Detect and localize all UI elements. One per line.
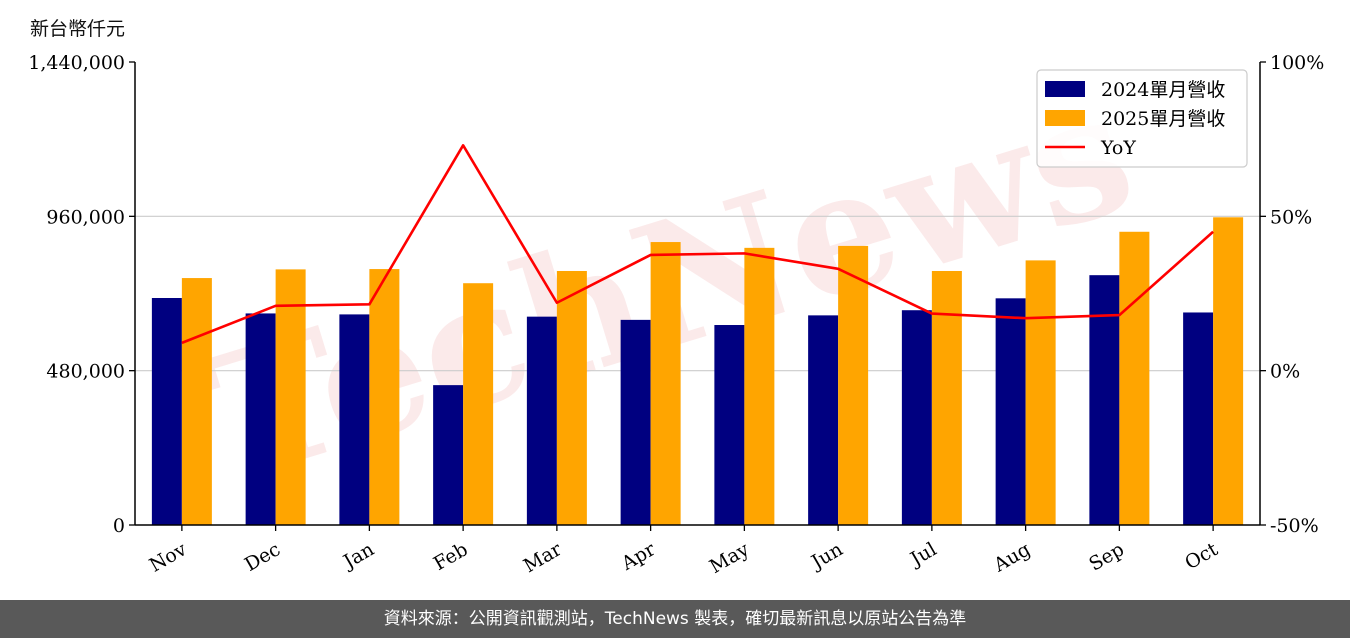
bar-2024-may <box>714 325 745 525</box>
x-tick-label: Jan <box>338 538 378 574</box>
bar-2025-feb <box>463 283 494 525</box>
bar-2024-nov <box>151 298 182 525</box>
bar-2024-apr <box>620 319 651 525</box>
y2-tick-label: 50% <box>1270 206 1312 228</box>
legend-label: 2024單月營收 <box>1101 79 1225 101</box>
legend-box <box>1036 69 1248 168</box>
legend-swatch <box>1045 110 1085 126</box>
x-tick-label: Feb <box>430 538 472 575</box>
x-tick-label: May <box>706 538 753 578</box>
bar-2024-jan <box>339 314 370 525</box>
x-tick-label: Mar <box>520 538 566 577</box>
legend-label: YoY <box>1100 137 1136 159</box>
bar-2025-apr <box>650 242 681 526</box>
x-tick-label: Apr <box>617 538 660 575</box>
bar-2025-aug <box>1025 260 1056 525</box>
bar-2025-sep <box>1119 231 1150 525</box>
bar-2024-feb <box>433 385 464 525</box>
x-tick-label: Jul <box>905 538 940 571</box>
bar-2024-dec <box>245 313 276 525</box>
y2-tick-label: -50% <box>1270 515 1319 537</box>
bar-2025-dec <box>275 269 306 525</box>
x-tick-label: Dec <box>241 538 284 576</box>
y-tick-label: 960,000 <box>46 206 125 228</box>
bar-2025-may <box>744 247 775 525</box>
x-tick-label: Nov <box>146 538 191 577</box>
source-footer: 資料來源：公開資訊觀測站，TechNews 製表，確切最新訊息以原站公告為準 <box>0 600 1350 638</box>
bar-2025-nov <box>181 278 212 525</box>
y-tick-label: 0 <box>113 515 125 537</box>
yoy-line-layer <box>181 144 1214 345</box>
bar-2024-mar <box>526 316 557 525</box>
bar-2025-mar <box>556 270 587 525</box>
grid-lines <box>135 215 1260 372</box>
y-tick-label: 480,000 <box>46 361 125 383</box>
revenue-chart: TechNews 0480,000960,0001,440,000-50%0%5… <box>28 51 1324 578</box>
bar-2024-oct <box>1183 312 1214 525</box>
x-tick-label: Sep <box>1085 538 1128 575</box>
bar-2024-sep <box>1089 275 1120 525</box>
y-tick-label: 1,440,000 <box>28 52 125 74</box>
x-tick-label: Jun <box>806 538 847 574</box>
bar-2024-aug <box>995 298 1026 525</box>
x-tick-label: Oct <box>1181 538 1222 574</box>
bar-2025-jun <box>838 245 869 526</box>
bar-2025-jan <box>369 269 400 525</box>
bar-2024-jun <box>808 315 839 525</box>
x-tick-label: Aug <box>989 538 1034 577</box>
legend-swatch <box>1045 81 1085 97</box>
bar-2025-oct <box>1213 217 1244 525</box>
legend-label: 2025單月營收 <box>1101 108 1225 130</box>
yoy-line <box>181 144 1214 345</box>
bar-2024-jul <box>901 310 932 525</box>
y2-tick-label: 100% <box>1270 52 1324 74</box>
bar-2025-jul <box>931 270 962 525</box>
y-axis-unit-label: 新台幣仟元 <box>30 18 126 40</box>
y2-tick-label: 0% <box>1270 361 1300 383</box>
legend: 2024單月營收 2025單月營收 YoY <box>1036 69 1248 168</box>
